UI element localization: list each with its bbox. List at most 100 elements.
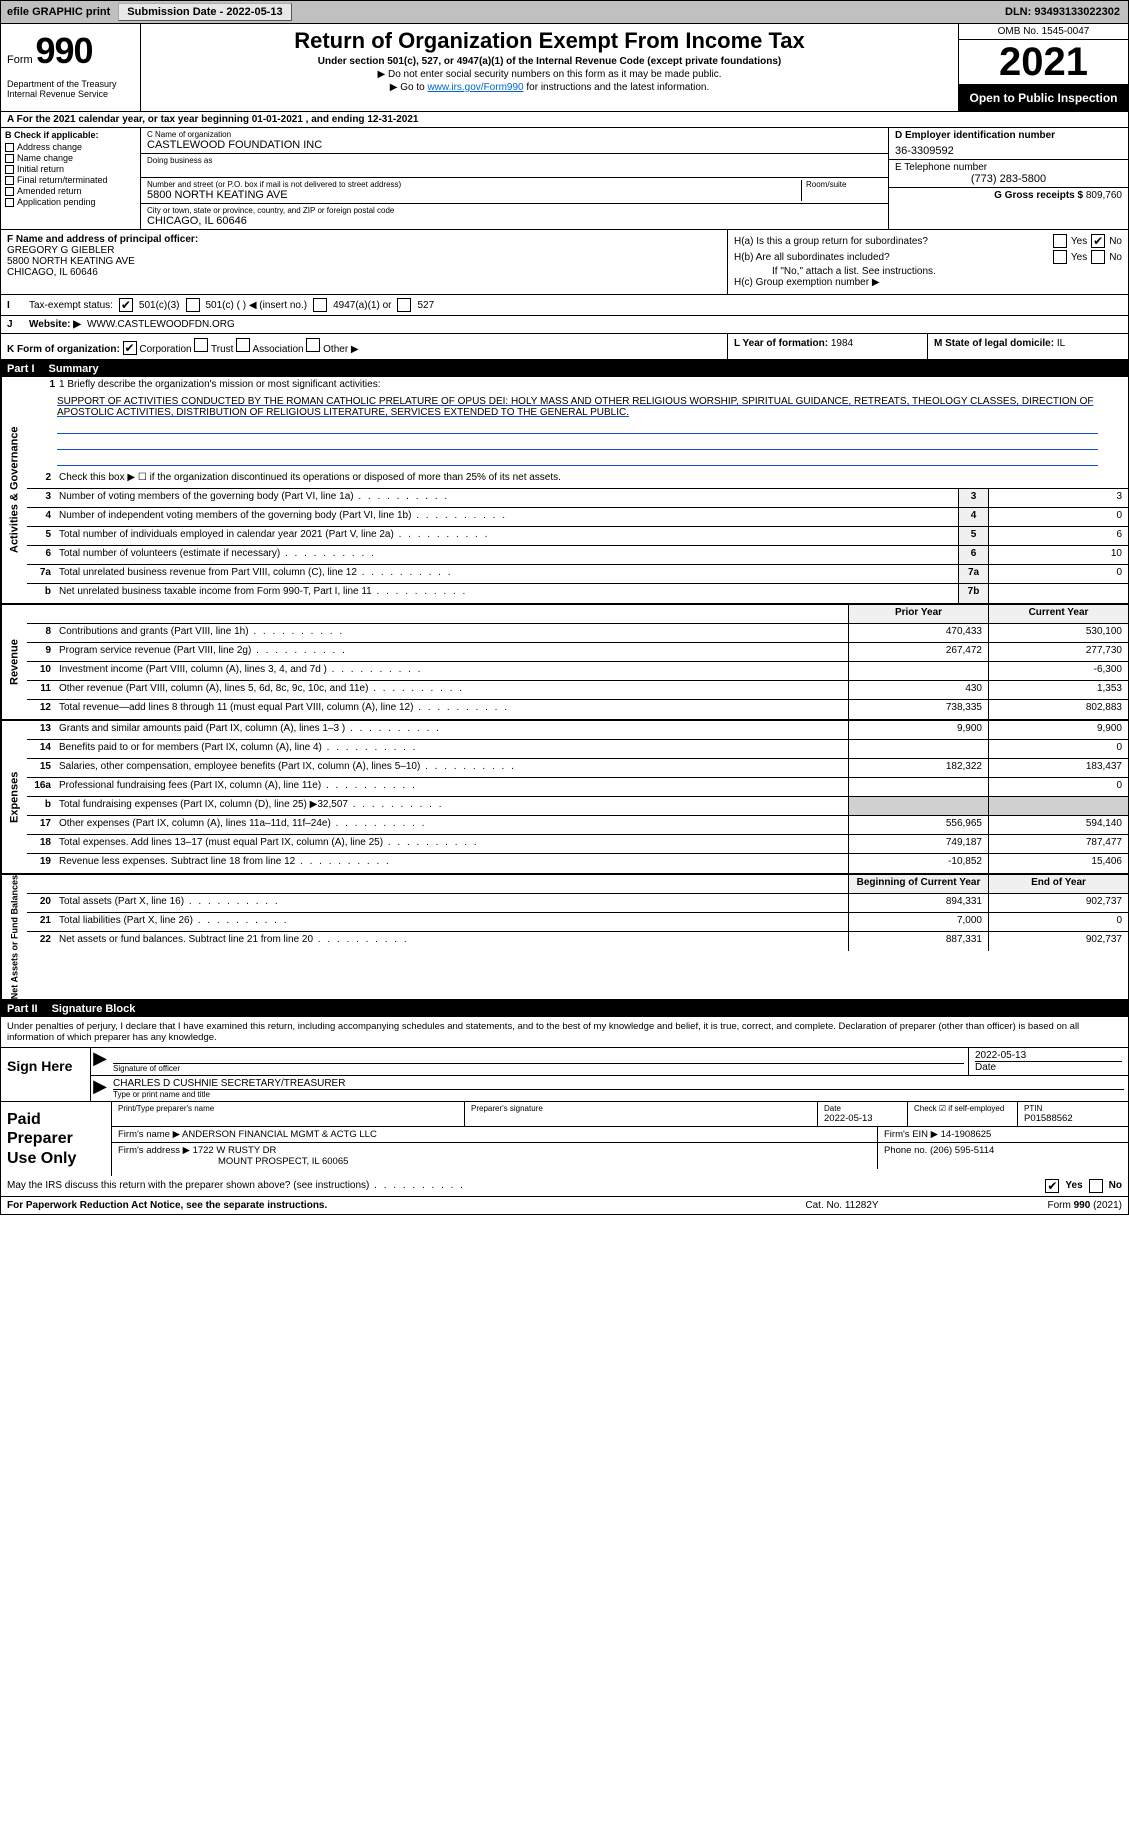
header-middle: Return of Organization Exempt From Incom… — [141, 24, 958, 111]
header-left: Form 990 Department of the Treasury Inte… — [1, 24, 141, 111]
other-checkbox[interactable] — [306, 338, 320, 352]
527-checkbox[interactable] — [397, 298, 411, 312]
form-title: Return of Organization Exempt From Incom… — [151, 28, 948, 54]
h-a-yes-checkbox[interactable] — [1053, 234, 1067, 248]
row-i: I Tax-exempt status: ✔501(c)(3) 501(c) (… — [1, 295, 1128, 316]
dba-label: Doing business as — [147, 156, 882, 165]
section-activities-governance: Activities & Governance 1 1 Briefly desc… — [1, 377, 1128, 605]
box-b-option[interactable]: Application pending — [5, 197, 136, 207]
box-b-option[interactable]: Initial return — [5, 164, 136, 174]
h-b-label: H(b) Are all subordinates included? — [734, 252, 1049, 263]
summary-row: 8Contributions and grants (Part VIII, li… — [27, 624, 1128, 643]
website-value: WWW.CASTLEWOODFDN.ORG — [87, 319, 235, 330]
box-k: K Form of organization: ✔ Corporation Tr… — [1, 334, 728, 359]
summary-row: 9Program service revenue (Part VIII, lin… — [27, 643, 1128, 662]
sig-arrow-icon: ▶ — [91, 1048, 109, 1075]
summary-row: 16aProfessional fundraising fees (Part I… — [27, 778, 1128, 797]
ein-label: D Employer identification number — [895, 130, 1122, 141]
summary-row: 17Other expenses (Part IX, column (A), l… — [27, 816, 1128, 835]
4947-checkbox[interactable] — [313, 298, 327, 312]
submission-date-button[interactable]: Submission Date - 2022-05-13 — [118, 3, 291, 21]
summary-row: 10Investment income (Part VIII, column (… — [27, 662, 1128, 681]
form-subtitle: Under section 501(c), 527, or 4947(a)(1)… — [151, 56, 948, 67]
net-header-row: Beginning of Current Year End of Year — [27, 875, 1128, 894]
sign-here-row: Sign Here ▶ Signature of officer 2022-05… — [1, 1048, 1128, 1101]
summary-row: bTotal fundraising expenses (Part IX, co… — [27, 797, 1128, 816]
officer-label: F Name and address of principal officer: — [7, 234, 198, 245]
box-b-option[interactable]: Address change — [5, 142, 136, 152]
h-a-no-checkbox[interactable]: ✔ — [1091, 234, 1105, 248]
summary-row: 6Total number of volunteers (estimate if… — [27, 546, 1128, 565]
trust-checkbox[interactable] — [194, 338, 208, 352]
side-label-activities: Activities & Governance — [1, 377, 27, 603]
form-container: Form 990 Department of the Treasury Inte… — [0, 24, 1129, 1215]
form-note-ssn: ▶ Do not enter social security numbers o… — [151, 69, 948, 80]
sig-date: 2022-05-13 — [975, 1050, 1122, 1061]
omb-number: OMB No. 1545-0047 — [959, 24, 1128, 40]
summary-row: 18Total expenses. Add lines 13–17 (must … — [27, 835, 1128, 854]
sig-arrow-icon-2: ▶ — [91, 1076, 109, 1101]
discuss-yes-checkbox[interactable]: ✔ — [1045, 1179, 1059, 1193]
section-expenses: Expenses 13Grants and similar amounts pa… — [1, 721, 1128, 875]
h-b-note: If "No," attach a list. See instructions… — [734, 266, 1122, 277]
firm-name: ANDERSON FINANCIAL MGMT & ACTG LLC — [182, 1129, 377, 1140]
501c-checkbox[interactable] — [186, 298, 200, 312]
form-number: 990 — [35, 30, 92, 71]
summary-row: 21Total liabilities (Part X, line 26)7,0… — [27, 913, 1128, 932]
box-h: H(a) Is this a group return for subordin… — [728, 230, 1128, 294]
form-word: Form — [7, 54, 33, 66]
summary-row: 19Revenue less expenses. Subtract line 1… — [27, 854, 1128, 873]
501c3-checkbox[interactable]: ✔ — [119, 298, 133, 312]
h-a-label: H(a) Is this a group return for subordin… — [734, 236, 1049, 247]
mission-text: SUPPORT OF ACTIVITIES CONDUCTED BY THE R… — [57, 396, 1093, 418]
paid-preparer-section: Paid Preparer Use Only Print/Type prepar… — [1, 1101, 1128, 1176]
side-label-revenue: Revenue — [1, 605, 27, 719]
form-note-link: ▶ Go to www.irs.gov/Form990 for instruct… — [151, 82, 948, 93]
summary-row: 7aTotal unrelated business revenue from … — [27, 565, 1128, 584]
gross-receipts-value: 809,760 — [1086, 190, 1122, 201]
dln-label: DLN: 93493133022302 — [999, 6, 1126, 18]
tax-period-row: A For the 2021 calendar year, or tax yea… — [1, 112, 1128, 128]
box-m: M State of legal domicile: IL — [928, 334, 1128, 359]
summary-row: 12Total revenue—add lines 8 through 11 (… — [27, 700, 1128, 719]
paid-preparer-label: Paid Preparer Use Only — [1, 1102, 111, 1176]
section-revenue: Revenue Prior Year Current Year 8Contrib… — [1, 605, 1128, 721]
box-b-option[interactable]: Final return/terminated — [5, 175, 136, 185]
summary-row: bNet unrelated business taxable income f… — [27, 584, 1128, 603]
sig-date-caption: Date — [975, 1061, 1122, 1073]
typed-name: CHARLES D CUSHNIE SECRETARY/TREASURER — [113, 1078, 1124, 1090]
catalog-number: Cat. No. 11282Y — [762, 1200, 922, 1211]
section-net-assets: Net Assets or Fund Balances Beginning of… — [1, 875, 1128, 1001]
tax-exempt-label: Tax-exempt status: — [29, 300, 113, 311]
ein-value: 36-3309592 — [895, 145, 1122, 157]
city-label: City or town, state or province, country… — [147, 206, 882, 215]
box-d: D Employer identification number 36-3309… — [888, 128, 1128, 229]
h-c-label: H(c) Group exemption number ▶ — [734, 277, 1122, 288]
corp-checkbox[interactable]: ✔ — [123, 341, 137, 355]
box-b-option[interactable]: Name change — [5, 153, 136, 163]
part-1-header: Part I Summary — [1, 361, 1128, 377]
street-label: Number and street (or P.O. box if mail i… — [147, 180, 795, 189]
h-b-yes-checkbox[interactable] — [1053, 250, 1067, 264]
org-name: CASTLEWOOD FOUNDATION INC — [147, 139, 882, 151]
summary-row: 3Number of voting members of the governi… — [27, 489, 1128, 508]
box-b: B Check if applicable: Address changeNam… — [1, 128, 141, 229]
room-suite-label: Room/suite — [802, 180, 882, 201]
box-b-option[interactable]: Amended return — [5, 186, 136, 196]
h-b-no-checkbox[interactable] — [1091, 250, 1105, 264]
officer-name: GREGORY G GIEBLER — [7, 245, 114, 256]
org-name-label: C Name of organization — [147, 130, 882, 139]
mission-row: 1 1 Briefly describe the organization's … — [27, 377, 1128, 392]
website-label: Website: ▶ — [29, 319, 81, 330]
tax-year: 2021 — [959, 40, 1128, 85]
summary-row: 20Total assets (Part X, line 16)894,3319… — [27, 894, 1128, 913]
part-2-header: Part II Signature Block — [1, 1001, 1128, 1017]
discuss-row: May the IRS discuss this return with the… — [1, 1176, 1128, 1196]
assoc-checkbox[interactable] — [236, 338, 250, 352]
form-header: Form 990 Department of the Treasury Inte… — [1, 24, 1128, 112]
box-f: F Name and address of principal officer:… — [1, 230, 728, 294]
summary-row: 4Number of independent voting members of… — [27, 508, 1128, 527]
footer-row: For Paperwork Reduction Act Notice, see … — [1, 1196, 1128, 1214]
irs-link[interactable]: www.irs.gov/Form990 — [427, 82, 523, 93]
discuss-no-checkbox[interactable] — [1089, 1179, 1103, 1193]
